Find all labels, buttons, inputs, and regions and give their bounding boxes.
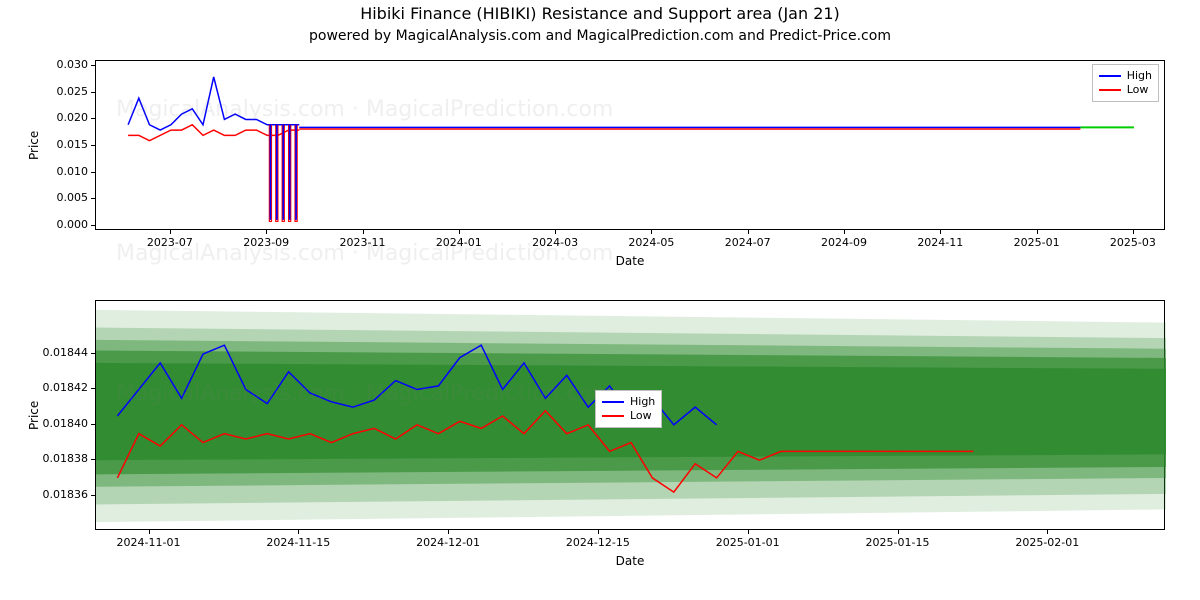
xtick-mark — [149, 530, 150, 534]
legend-swatch — [602, 401, 624, 403]
ytick-mark — [91, 198, 95, 199]
legend-label: High — [630, 395, 655, 409]
ytick-label: 0.01844 — [40, 346, 88, 359]
xtick-label: 2025-01 — [1014, 236, 1060, 249]
ytick-mark — [91, 495, 95, 496]
legend-swatch — [602, 415, 624, 417]
xtick-label: 2024-11-01 — [117, 536, 181, 549]
legend-label: Low — [630, 409, 652, 423]
xtick-label: 2025-01-15 — [866, 536, 930, 549]
xtick-label: 2023-07 — [147, 236, 193, 249]
legend-row-high: High — [1099, 69, 1152, 83]
xtick-label: 2024-07 — [725, 236, 771, 249]
xtick-mark — [555, 230, 556, 234]
xlabel: Date — [95, 254, 1165, 268]
ytick-label: 0.030 — [40, 58, 88, 71]
legend-label: High — [1127, 69, 1152, 83]
ytick-mark — [91, 353, 95, 354]
xtick-label: 2024-09 — [821, 236, 867, 249]
ytick-label: 0.01842 — [40, 381, 88, 394]
xtick-label: 2023-11 — [340, 236, 386, 249]
xtick-mark — [266, 230, 267, 234]
xtick-label: 2023-09 — [243, 236, 289, 249]
ytick-mark — [91, 172, 95, 173]
ytick-label: 0.025 — [40, 85, 88, 98]
ytick-label: 0.01840 — [40, 417, 88, 430]
legend: HighLow — [595, 390, 662, 428]
legend-swatch — [1099, 75, 1121, 77]
chart-title: Hibiki Finance (HIBIKI) Resistance and S… — [0, 4, 1200, 23]
xtick-mark — [1037, 230, 1038, 234]
chart-subtitle: powered by MagicalAnalysis.com and Magic… — [0, 28, 1200, 44]
xtick-label: 2025-02-01 — [1015, 536, 1079, 549]
legend-row-low: Low — [1099, 83, 1152, 97]
xtick-label: 2024-12-01 — [416, 536, 480, 549]
ytick-mark — [91, 118, 95, 119]
xtick-label: 2024-11-15 — [266, 536, 330, 549]
legend-label: Low — [1127, 83, 1149, 97]
series-high — [128, 77, 299, 130]
xtick-mark — [459, 230, 460, 234]
ytick-label: 0.015 — [40, 138, 88, 151]
legend-swatch — [1099, 89, 1121, 91]
ylabel: Price — [27, 131, 41, 160]
xtick-mark — [170, 230, 171, 234]
ytick-label: 0.005 — [40, 191, 88, 204]
xtick-mark — [651, 230, 652, 234]
ytick-mark — [91, 92, 95, 93]
ytick-mark — [91, 424, 95, 425]
xtick-mark — [898, 530, 899, 534]
top-chart-svg — [96, 61, 1164, 229]
xtick-mark — [598, 530, 599, 534]
figure: Hibiki Finance (HIBIKI) Resistance and S… — [0, 0, 1200, 600]
ytick-label: 0.020 — [40, 111, 88, 124]
top-chart-axes: MagicalAnalysis.com · MagicalPrediction.… — [95, 60, 1165, 230]
xtick-mark — [748, 230, 749, 234]
xlabel: Date — [95, 554, 1165, 568]
ytick-mark — [91, 65, 95, 66]
legend-row-high: High — [602, 395, 655, 409]
xtick-mark — [844, 230, 845, 234]
xtick-mark — [748, 530, 749, 534]
ytick-mark — [91, 459, 95, 460]
ytick-label: 0.01838 — [40, 452, 88, 465]
xtick-label: 2024-03 — [532, 236, 578, 249]
ytick-label: 0.010 — [40, 165, 88, 178]
ytick-label: 0.01836 — [40, 488, 88, 501]
xtick-label: 2025-03 — [1110, 236, 1156, 249]
xtick-mark — [448, 530, 449, 534]
xtick-mark — [363, 230, 364, 234]
xtick-mark — [298, 530, 299, 534]
legend-row-low: Low — [602, 409, 655, 423]
xtick-mark — [1133, 230, 1134, 234]
xtick-label: 2024-12-15 — [566, 536, 630, 549]
ylabel: Price — [27, 401, 41, 430]
xtick-label: 2025-01-01 — [716, 536, 780, 549]
xtick-label: 2024-01 — [436, 236, 482, 249]
xtick-label: 2024-05 — [628, 236, 674, 249]
xtick-mark — [940, 230, 941, 234]
xtick-label: 2024-11 — [917, 236, 963, 249]
xtick-mark — [1047, 530, 1048, 534]
ytick-mark — [91, 145, 95, 146]
ytick-label: 0.000 — [40, 218, 88, 231]
ytick-mark — [91, 388, 95, 389]
legend: HighLow — [1092, 64, 1159, 102]
ytick-mark — [91, 225, 95, 226]
